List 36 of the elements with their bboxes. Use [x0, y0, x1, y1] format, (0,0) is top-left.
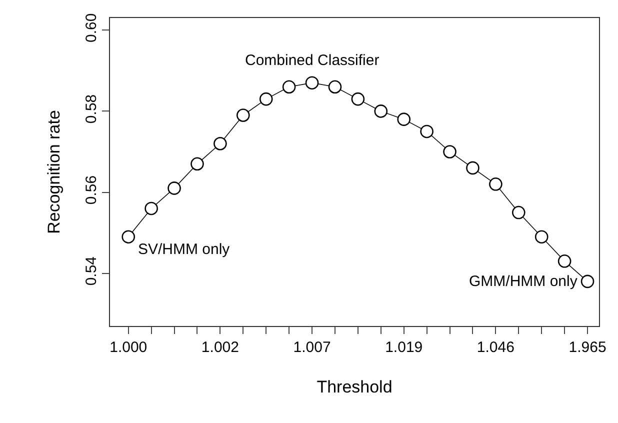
x-tick-label: 1.007 — [293, 339, 331, 356]
x-tick-label: 1.000 — [110, 339, 148, 356]
y-tick-label: 0.54 — [83, 256, 100, 286]
point — [580, 274, 594, 288]
annotation: GMM/HMM only — [469, 273, 578, 290]
point — [122, 230, 136, 244]
y-tick-label: 0.56 — [83, 175, 100, 205]
point — [236, 108, 250, 122]
x-tick-label: 1.002 — [201, 339, 239, 356]
point — [214, 136, 227, 150]
point — [328, 80, 342, 94]
point — [305, 76, 319, 90]
y-tick-label: 0.58 — [83, 94, 100, 124]
point — [397, 112, 411, 126]
point — [558, 254, 572, 268]
x-tick-label: 1.965 — [568, 339, 606, 356]
point — [259, 92, 273, 106]
point — [512, 206, 526, 220]
point — [534, 230, 548, 244]
y-tick-label: 0.60 — [83, 13, 100, 43]
point — [489, 178, 502, 191]
point — [282, 80, 296, 94]
x-tick-label: 1.019 — [385, 339, 423, 356]
x-axis-title: Threshold — [316, 377, 392, 396]
point — [466, 161, 480, 175]
point — [351, 92, 365, 106]
annotation: SV/HMM only — [138, 241, 230, 258]
point — [190, 157, 204, 171]
x-tick-label: 1.046 — [476, 339, 514, 356]
point — [374, 104, 388, 118]
point — [168, 182, 181, 195]
annotation: Combined Classifier — [245, 52, 380, 69]
point — [443, 145, 456, 158]
point — [144, 202, 158, 216]
y-axis-title: Recognition rate — [44, 110, 64, 234]
point — [420, 124, 434, 138]
